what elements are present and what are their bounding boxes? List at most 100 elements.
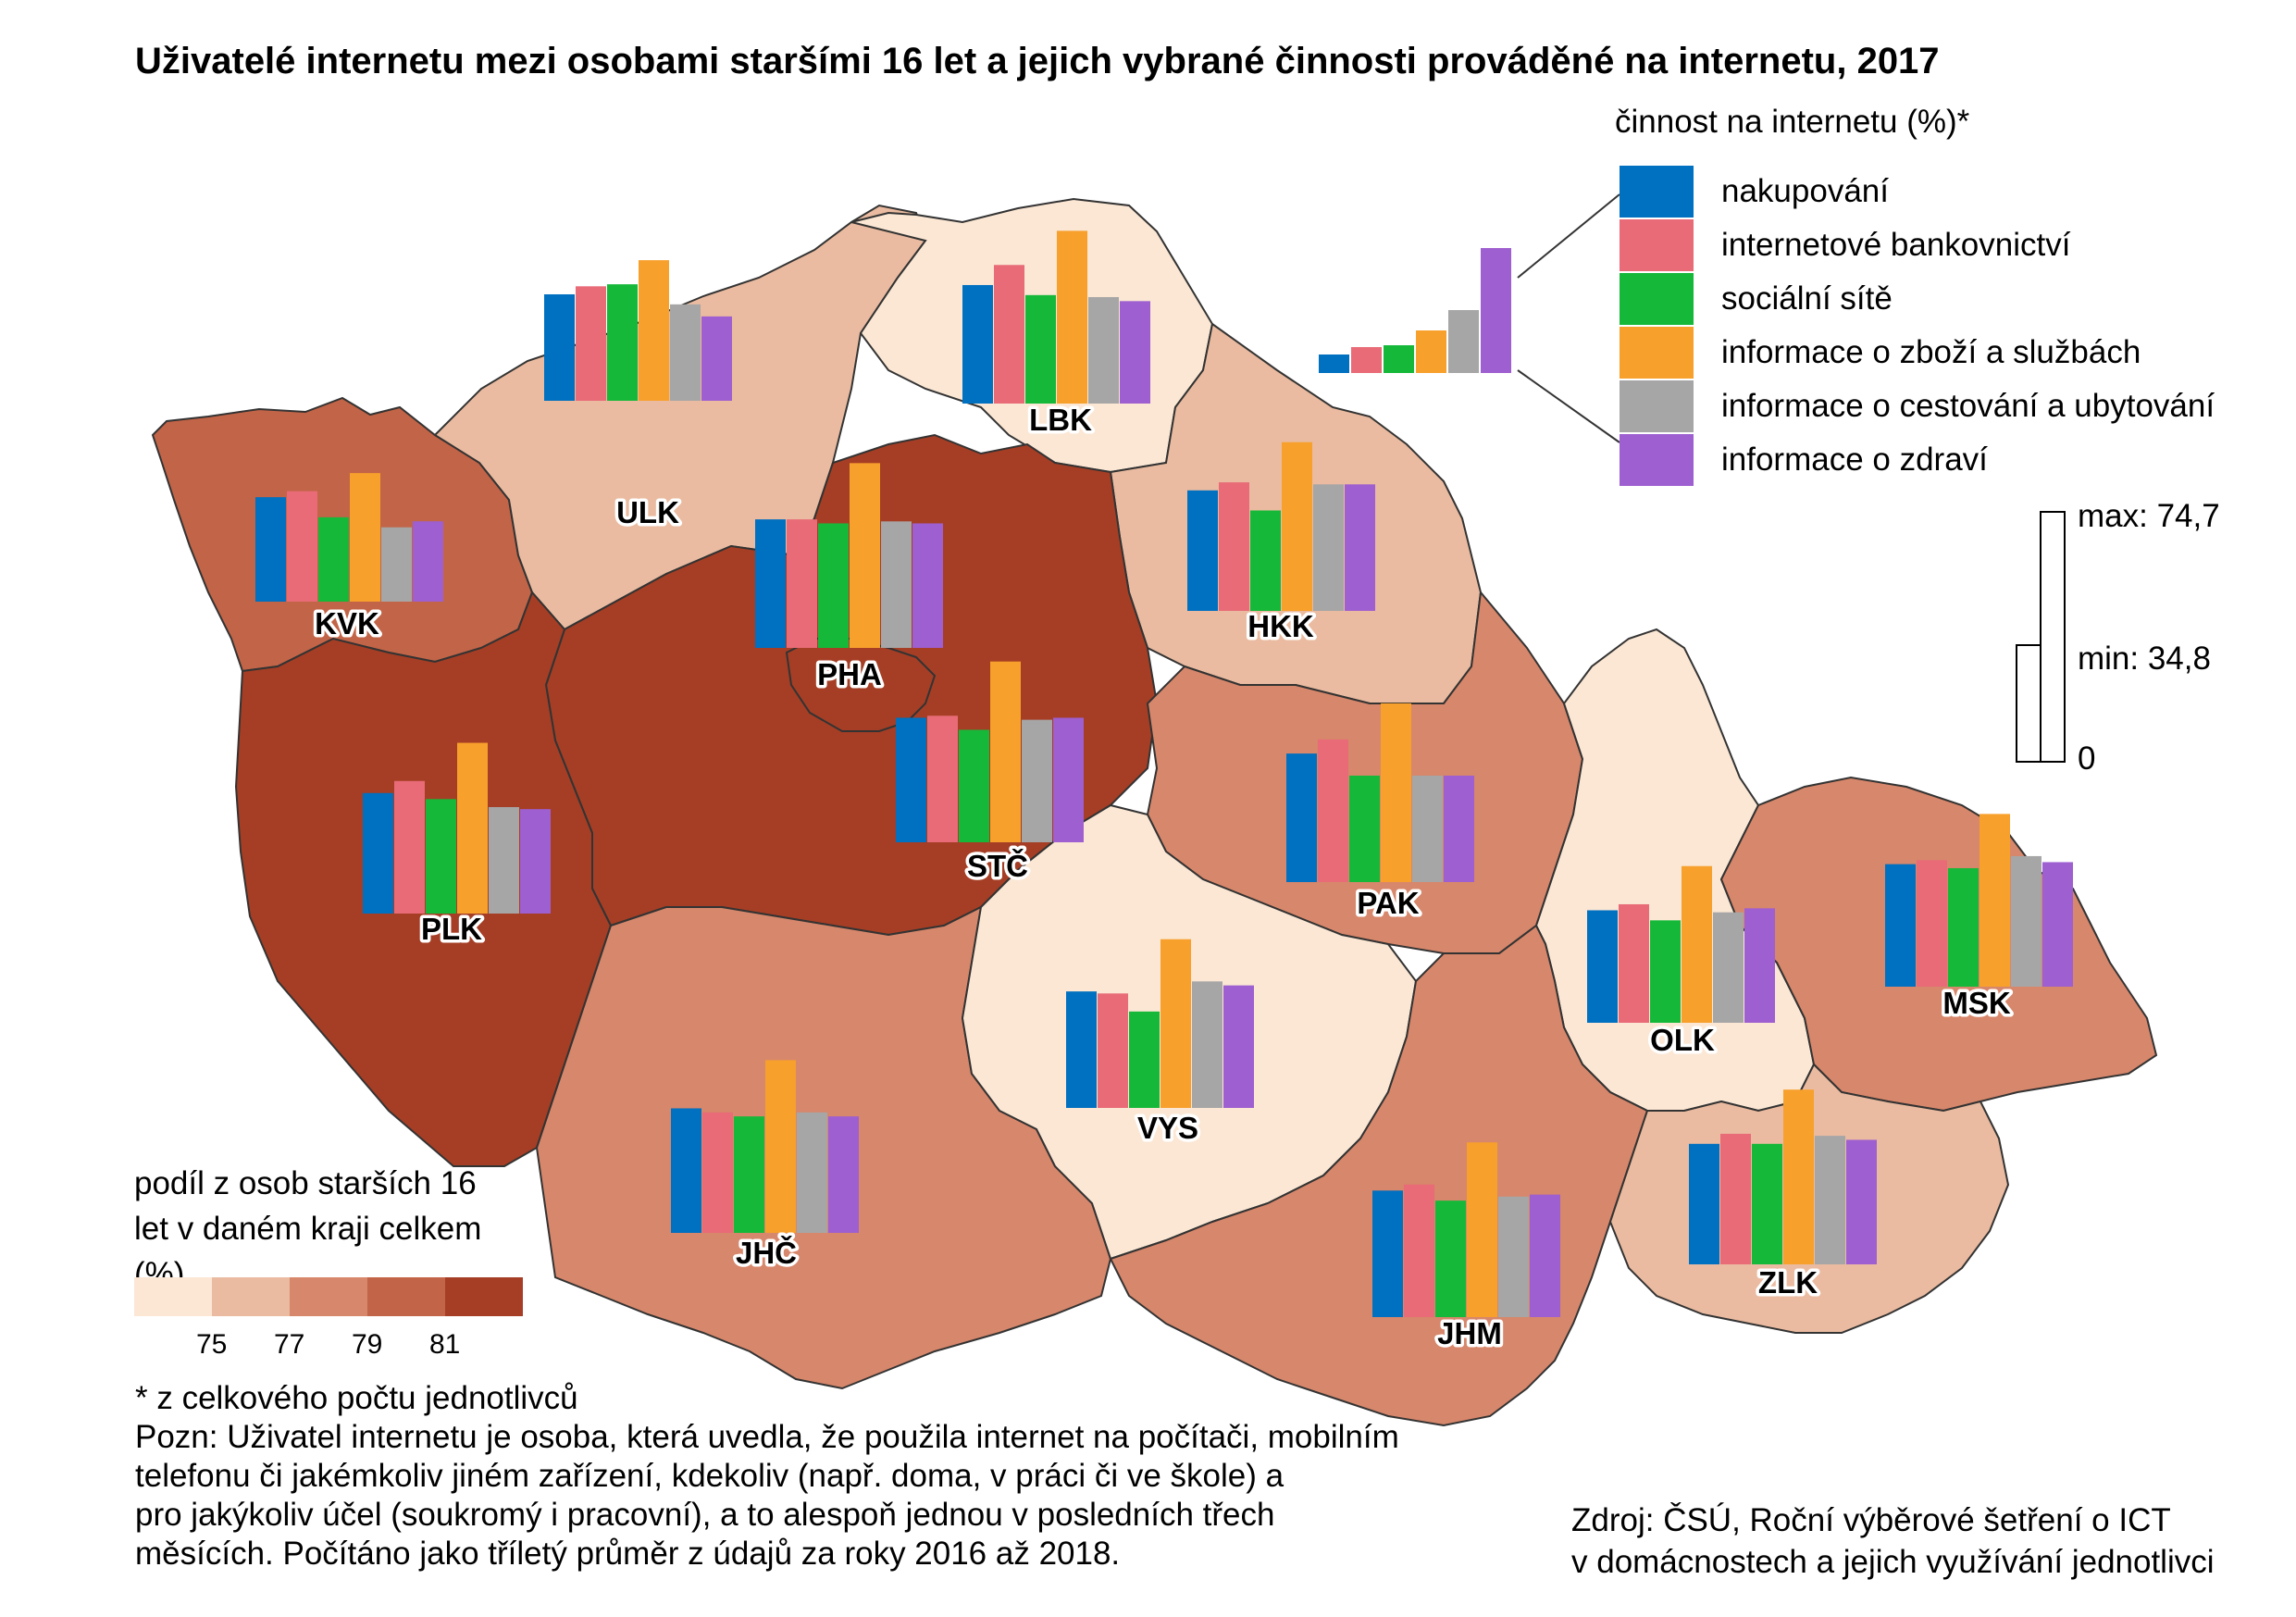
region-chart-vys: VYS (1066, 939, 1254, 1149)
bar-lbk-2 (994, 265, 1024, 404)
region-chart-lbk: LBK (962, 230, 1150, 441)
region-label-hkk: HKK (1247, 609, 1314, 643)
bar-jhm-4 (1467, 1142, 1497, 1317)
bar-hkk-4 (1282, 442, 1312, 611)
region-chart-hkk: HKK (1187, 442, 1375, 647)
region-chart-olk: OLK (1587, 865, 1775, 1061)
region-chart-plk: PLK (363, 742, 551, 950)
scale-max-bar (2040, 511, 2066, 763)
bar-msk-1 (1885, 864, 1916, 987)
bar-jhm-5 (1498, 1196, 1529, 1317)
activity-legend-item: informace o zboží a službách (1620, 327, 2141, 379)
activity-legend-item: informace o cestování a ubytování (1620, 380, 2215, 432)
bar-lbk-1 (962, 284, 993, 404)
bar-ulk-3 (607, 284, 638, 401)
region-label-msk: MSK (1942, 986, 2011, 1020)
bar-olk-3 (1650, 920, 1681, 1023)
activity-legend-item: nakupování (1620, 166, 1889, 218)
legend-swatch (1620, 380, 1694, 432)
bar-stc-6 (1053, 717, 1084, 842)
region-chart-msk: MSK (1885, 814, 2073, 1024)
legend-sample-bar-4 (1416, 330, 1446, 373)
bar-jhc-2 (702, 1112, 733, 1233)
bar-stc-3 (959, 729, 989, 842)
bar-kvk-3 (318, 516, 349, 602)
legend-swatch (1620, 166, 1694, 218)
bar-pak-3 (1349, 775, 1380, 882)
bar-zlk-6 (1846, 1139, 1877, 1264)
legend-label: nakupování (1721, 173, 1889, 209)
bar-hkk-2 (1219, 482, 1249, 611)
bar-pha-4 (850, 463, 880, 648)
legend-label: internetové bankovnictví (1721, 227, 2071, 263)
bar-olk-1 (1587, 910, 1618, 1023)
activity-legend-item: sociální sítě (1620, 273, 1893, 325)
bar-height-scale (2016, 511, 2066, 763)
bar-olk-6 (1744, 908, 1775, 1023)
region-chart-stc: STČ (896, 661, 1084, 887)
region-bar-charts: KVK ULK LBK HKK PHA STČ PLK PAK VYS JHČ OLK MSK JHM Z… (255, 230, 2073, 1354)
legend-sample-bar-2 (1351, 347, 1382, 373)
bar-stc-2 (927, 715, 958, 842)
bar-plk-6 (520, 809, 551, 914)
bar-lbk-3 (1025, 294, 1056, 404)
bar-pak-5 (1412, 775, 1443, 882)
scale-max-label: max: 74,7 (2078, 498, 2220, 534)
share-legend-swatch (212, 1277, 290, 1316)
bar-jhm-2 (1404, 1184, 1434, 1317)
region-label-zlk: ZLK (1758, 1265, 1818, 1300)
bar-kvk-4 (350, 473, 380, 602)
bar-stc-4 (990, 661, 1021, 842)
bar-pha-3 (818, 523, 849, 648)
region-label-ulk: ULK (616, 495, 679, 529)
bar-olk-5 (1713, 912, 1744, 1023)
legend-label: informace o zdraví (1721, 442, 1988, 478)
scale-zero-label: 0 (2078, 740, 2096, 777)
bar-stc-5 (1022, 719, 1052, 842)
bar-jhm-3 (1435, 1200, 1466, 1317)
bar-vys-6 (1223, 985, 1254, 1108)
bar-olk-4 (1682, 865, 1712, 1023)
bar-lbk-6 (1120, 301, 1150, 404)
bar-pha-1 (755, 519, 786, 648)
bar-jhc-3 (734, 1116, 764, 1233)
legend-sample-bar-3 (1384, 345, 1414, 373)
bar-lbk-4 (1057, 230, 1087, 404)
legend-connector-top (1517, 193, 1620, 279)
region-chart-zlk: ZLK (1689, 1089, 1877, 1303)
bar-lbk-5 (1088, 296, 1119, 404)
bar-pak-2 (1318, 739, 1348, 882)
bar-zlk-2 (1720, 1133, 1751, 1264)
region-label-kvk: KVK (315, 606, 379, 641)
bar-zlk-4 (1783, 1089, 1814, 1264)
legend-connector-lines (1517, 193, 1620, 443)
scale-min-bar (2016, 644, 2042, 763)
bar-vys-3 (1129, 1011, 1160, 1108)
share-legend-swatch (134, 1277, 212, 1316)
region-label-jhc: JHČ (736, 1235, 797, 1270)
bar-kvk-6 (413, 521, 443, 602)
page-title: Uživatelé internetu mezi osobami starším… (135, 41, 1940, 81)
legend-swatch (1620, 273, 1694, 325)
region-label-plk: PLK (421, 912, 482, 946)
bar-olk-2 (1619, 903, 1649, 1023)
legend-label: informace o zboží a službách (1721, 334, 2141, 370)
legend-sample-chart (1319, 248, 1511, 373)
bar-ulk-1 (544, 293, 575, 401)
share-legend-break: 75 (196, 1329, 228, 1360)
share-legend-break: 79 (352, 1329, 383, 1360)
bar-zlk-1 (1689, 1143, 1719, 1264)
bar-vys-2 (1098, 993, 1128, 1108)
bar-msk-6 (2042, 862, 2073, 987)
bar-ulk-5 (670, 304, 701, 401)
bar-jhm-6 (1530, 1194, 1560, 1317)
bar-pha-2 (787, 519, 817, 648)
share-legend-swatch (445, 1277, 523, 1316)
share-legend-break: 77 (274, 1329, 305, 1360)
bar-pak-4 (1381, 703, 1411, 882)
bar-plk-3 (426, 799, 456, 914)
bar-jhc-1 (671, 1108, 701, 1233)
activity-legend-heading: činnost na internetu (%)* (1615, 104, 1970, 140)
legend-label: sociální sítě (1721, 280, 1893, 317)
